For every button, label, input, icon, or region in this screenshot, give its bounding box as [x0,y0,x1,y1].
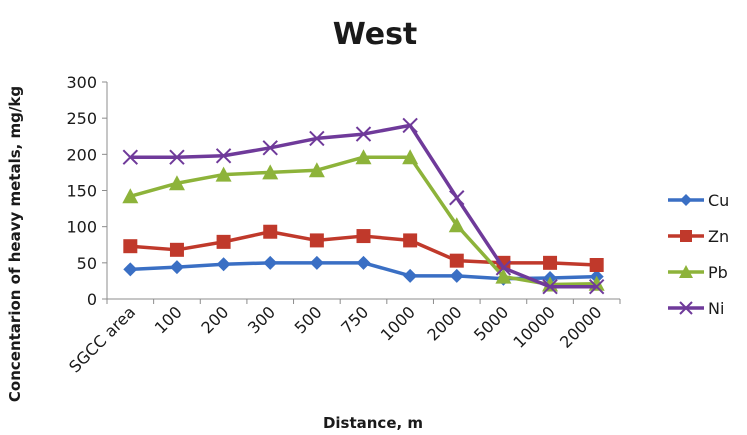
x-tick-label: 750 [337,302,372,337]
x-axis-ticks: SGCC area 100 200 300 500 750 1000 2000 50001000… [65,299,621,376]
legend-item-pb: Pb [668,263,728,282]
x-tick-label: 100 [151,302,186,337]
data-point-marker [356,229,371,244]
data-point-marker [356,255,371,270]
data-point-marker [355,126,372,142]
legend-label: Cu [708,191,729,210]
legend-item-zn: Zn [668,227,729,246]
data-point-marker [680,194,692,206]
data-point-marker [679,265,693,278]
data-point-marker [168,175,185,191]
data-point-marker [448,217,465,233]
data-point-marker [308,162,325,178]
data-point-marker [543,255,558,270]
data-point-marker [215,166,232,182]
data-point-marker [169,242,184,257]
data-point-marker [402,149,419,165]
data-point-marker [123,262,138,277]
series-pb [122,149,605,292]
data-point-marker [123,239,138,254]
x-tick-label: 20000 [556,302,605,351]
legend-item-cu: Cu [668,191,729,210]
legend-label: Ni [708,299,724,318]
data-point-marker [679,301,693,315]
data-point-marker [496,255,511,270]
y-tick-label: 50 [77,254,97,273]
y-tick-label: 150 [66,182,97,201]
data-point-marker [589,258,604,273]
y-axis-title: Concentarion of heavy metals, mg/kg [6,86,24,402]
y-tick-label: 200 [66,145,97,164]
data-point-marker [216,257,231,272]
x-tick-label: 500 [291,302,326,337]
data-point-marker [495,260,512,276]
x-tick-label: 300 [244,302,279,337]
x-tick-label: 2000 [423,302,465,344]
y-tick-label: 0 [87,290,97,309]
data-point-marker [449,253,464,268]
data-point-marker [263,224,278,239]
x-tick-label: 10000 [509,302,558,351]
legend-item-ni: Ni [668,299,724,318]
x-tick-label: 200 [197,302,232,337]
data-point-marker [122,149,139,165]
x-tick-label: SGCC area [65,302,139,376]
data-point-marker [588,278,605,295]
series-group [122,117,605,295]
y-tick-label: 250 [66,109,97,128]
data-point-marker [403,233,418,248]
data-point-marker [263,255,278,270]
data-point-marker [262,140,278,156]
data-point-marker [403,268,418,283]
y-tick-label: 100 [66,218,97,237]
data-point-marker [122,188,139,204]
data-point-marker [309,130,325,147]
data-point-marker [449,190,465,206]
legend-label: Zn [708,227,729,246]
legend-label: Pb [708,263,728,282]
data-point-marker [215,148,232,164]
legend: Cu Zn Pb Ni [668,191,729,318]
data-point-marker [309,255,324,270]
y-axis-ticks: 0 50 100 150 200 250 300 [66,73,107,309]
data-point-marker [495,268,512,284]
series-zn [123,224,604,273]
data-point-marker [680,230,692,242]
x-axis-title: Distance, m [323,414,423,432]
data-point-marker [355,149,372,165]
series-ni [122,117,605,295]
data-point-marker [262,164,279,180]
data-point-marker [402,117,418,134]
chart-title: West [333,17,418,52]
data-point-marker [169,149,185,165]
x-tick-label: 5000 [470,302,512,344]
x-tick-label: 1000 [377,302,419,344]
y-tick-label: 300 [66,73,97,92]
data-point-marker [542,278,558,295]
data-point-marker [169,260,184,275]
data-point-marker [309,233,324,248]
data-point-marker [449,268,464,283]
data-point-marker [216,234,231,249]
